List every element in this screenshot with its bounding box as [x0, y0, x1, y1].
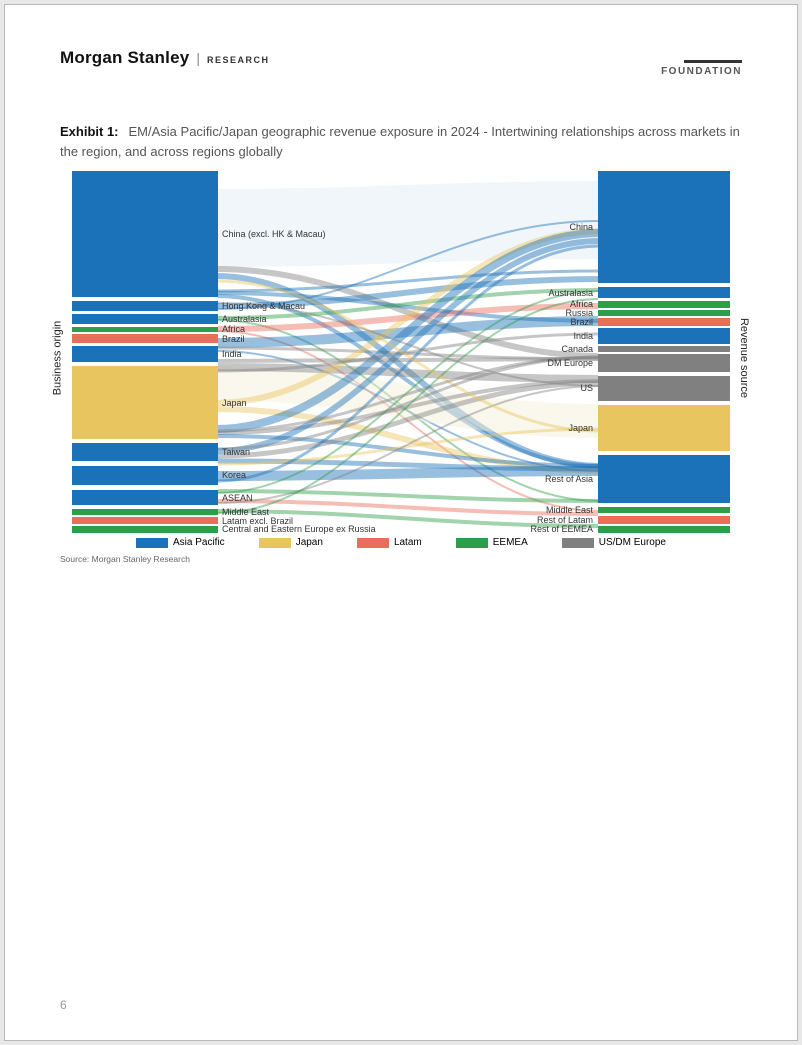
legend-item: Japan	[259, 537, 323, 548]
sankey-node	[598, 516, 730, 524]
foundation-wrap: FOUNDATION	[661, 60, 742, 77]
legend-item: US/DM Europe	[562, 537, 666, 548]
page-number: 6	[60, 998, 67, 1012]
sankey-node	[72, 346, 218, 361]
sankey-node-label: Brazil	[220, 334, 390, 343]
sankey-node-label: Middle East	[220, 509, 390, 516]
foundation-label: FOUNDATION	[661, 66, 742, 77]
legend-swatch	[456, 538, 488, 548]
sankey-node	[72, 526, 218, 533]
sankey-node-label: India	[456, 328, 596, 344]
sankey-node	[598, 507, 730, 514]
foundation-bar	[684, 60, 742, 63]
sankey-node-label: India	[220, 346, 390, 361]
axis-right-label: Revenue source	[738, 318, 750, 398]
legend-label: Japan	[296, 537, 323, 548]
brand-name: Morgan Stanley	[60, 48, 189, 68]
legend-item: EEMEA	[456, 537, 528, 548]
sankey-node	[598, 287, 730, 298]
sankey-node-label: Australasia	[456, 287, 596, 298]
legend-item: Asia Pacific	[136, 537, 225, 548]
exhibit-text: EM/Asia Pacific/Japan geographic revenue…	[60, 124, 740, 159]
sankey-node-label: Central and Eastern Europe ex Russia	[220, 526, 390, 533]
sankey-node	[598, 376, 730, 401]
sankey-node	[598, 301, 730, 308]
legend-swatch	[136, 538, 168, 548]
sankey-chart: Business origin Revenue source China (ex…	[60, 171, 742, 533]
sankey-node-label: Middle East	[456, 507, 596, 514]
sankey-node	[72, 443, 218, 461]
sankey-node	[598, 526, 730, 533]
legend-label: Latam	[394, 537, 422, 548]
sankey-node-label: Rest of Latam	[456, 516, 596, 524]
sankey-node-label: Japan	[220, 366, 390, 439]
sankey-node-label: China	[456, 171, 596, 283]
sankey-node-label: DM Europe	[456, 354, 596, 372]
sankey-node	[598, 171, 730, 283]
sankey-node-label: Rest of Asia	[456, 455, 596, 503]
sankey-node-label: Rest of EEMEA	[456, 526, 596, 533]
sankey-node	[72, 509, 218, 516]
sankey-node	[598, 354, 730, 372]
exhibit-title: Exhibit 1:EM/Asia Pacific/Japan geograph…	[60, 122, 742, 161]
legend-label: Asia Pacific	[173, 537, 225, 548]
header: Morgan Stanley | RESEARCH FOUNDATION	[60, 48, 742, 77]
sankey-node	[598, 328, 730, 344]
sankey-node	[72, 301, 218, 311]
sankey-node	[598, 455, 730, 503]
legend: Asia Pacific Japan Latam EEMEA US/DM Europe	[60, 537, 742, 548]
sankey-node-label: Africa	[456, 301, 596, 308]
right-nodes-col	[598, 171, 730, 533]
sankey-node	[72, 314, 218, 324]
sankey-node	[72, 334, 218, 343]
sankey-node	[72, 466, 218, 486]
sankey-node	[598, 405, 730, 451]
page: Morgan Stanley | RESEARCH FOUNDATION Exh…	[4, 4, 798, 1041]
sankey-node	[598, 318, 730, 326]
sankey-node-label: US	[456, 376, 596, 401]
sankey-node-label: Korea	[220, 466, 390, 486]
sankey-node-label: China (excl. HK & Macau)	[220, 171, 390, 297]
sankey-node-label: ASEAN	[220, 490, 390, 505]
brand-sub: RESEARCH	[207, 55, 270, 65]
sankey-node	[72, 490, 218, 505]
sankey-node-label: Hong Kong & Macau	[220, 301, 390, 311]
sankey-node-label: Latam excl. Brazil	[220, 517, 390, 524]
source-note: Source: Morgan Stanley Research	[60, 554, 742, 564]
sankey-node	[72, 171, 218, 297]
sankey-node-label: Australasia	[220, 314, 390, 324]
left-nodes-col	[72, 171, 218, 533]
axis-left-label: Business origin	[51, 321, 63, 396]
exhibit-num: Exhibit 1:	[60, 124, 119, 139]
sankey-node-label: Taiwan	[220, 443, 390, 461]
sankey-node	[72, 517, 218, 524]
legend-swatch	[357, 538, 389, 548]
legend-swatch	[562, 538, 594, 548]
sankey-node	[72, 366, 218, 439]
brand-divider: |	[196, 50, 200, 66]
left-labels-col: China (excl. HK & Macau) Hong Kong & Maca…	[220, 171, 390, 533]
right-labels-col: ChinaAustralasiaAfricaRussiaBrazilIndiaC…	[456, 171, 596, 533]
legend-swatch	[259, 538, 291, 548]
brand: Morgan Stanley | RESEARCH	[60, 48, 270, 68]
legend-item: Latam	[357, 537, 422, 548]
sankey-area: China (excl. HK & Macau) Hong Kong & Maca…	[72, 171, 730, 533]
sankey-node-label: Brazil	[456, 318, 596, 326]
legend-label: EEMEA	[493, 537, 528, 548]
sankey-node-label: Japan	[456, 405, 596, 451]
legend-label: US/DM Europe	[599, 537, 666, 548]
